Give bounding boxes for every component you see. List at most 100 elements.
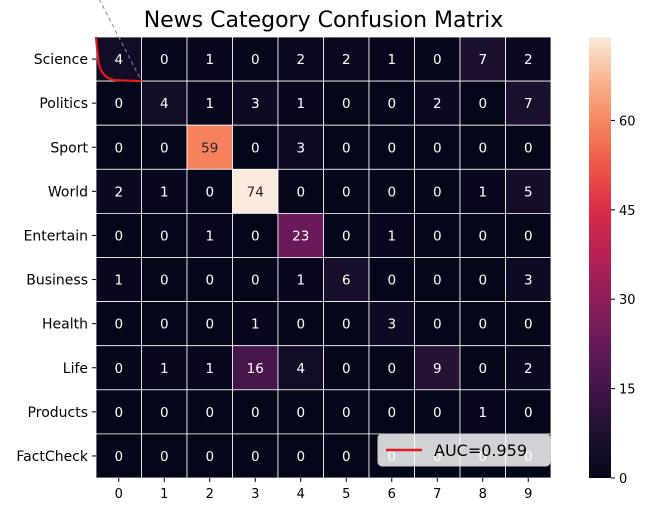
cell-value-label: 0 xyxy=(478,317,487,333)
heatmap-cell xyxy=(186,124,233,170)
heatmap-cell xyxy=(141,345,188,391)
heatmap-cell xyxy=(368,212,415,258)
cell-value-label: 0 xyxy=(205,184,214,200)
heatmap-cell xyxy=(368,345,415,391)
cell-value-label: 0 xyxy=(114,317,123,333)
heatmap-cell xyxy=(186,389,233,435)
cell-value-label: 0 xyxy=(114,140,123,156)
colorbar-tick-label: 60 xyxy=(619,114,636,129)
cell-value-label: 1 xyxy=(296,96,305,112)
cell-value-label: 0 xyxy=(342,184,351,200)
legend-label: AUC=0.959 xyxy=(434,441,527,460)
chart-title: News Category Confusion Matrix xyxy=(144,8,504,33)
heatmap-cell xyxy=(323,36,370,82)
cell-value-label: 0 xyxy=(478,140,487,156)
cell-value-label: 0 xyxy=(296,405,305,421)
cell-value-label: 2 xyxy=(296,52,305,68)
y-tick-label: Science xyxy=(34,52,88,68)
row-labels: Science Politics Sport World Entertain Busine… xyxy=(16,52,96,465)
heatmap-cell xyxy=(95,301,142,347)
heatmap-cell xyxy=(323,345,370,391)
cell-value-label: 1 xyxy=(114,273,123,289)
heatmap-cell xyxy=(368,301,415,347)
cell-value-label: 3 xyxy=(387,317,396,333)
heatmap-cell xyxy=(459,212,506,258)
cell-value-label: 2 xyxy=(114,184,123,200)
cell-value-label: 0 xyxy=(524,317,533,333)
cell-value-label: 0 xyxy=(160,228,169,244)
heatmap-cell xyxy=(277,124,324,170)
cell-value-label: 0 xyxy=(205,273,214,289)
cell-value-label: 0 xyxy=(160,317,169,333)
cell-value-label: 74 xyxy=(247,184,264,200)
cell-value-label: 0 xyxy=(342,96,351,112)
cell-value-label: 0 xyxy=(387,273,396,289)
heatmap-cell xyxy=(414,345,461,391)
cell-value-label: 1 xyxy=(205,96,214,112)
heatmap-cell xyxy=(414,301,461,347)
heatmap-cell xyxy=(505,36,552,82)
cell-value-label: 9 xyxy=(433,361,442,377)
y-tick-label: Entertain xyxy=(24,228,88,244)
heatmap-cell xyxy=(232,80,279,126)
colorbar-tick-label: 30 xyxy=(619,293,636,308)
cell-value-label: 0 xyxy=(342,361,351,377)
heatmap-cell xyxy=(505,80,552,126)
heatmap-cell xyxy=(459,124,506,170)
y-tick-label: Sport xyxy=(50,140,88,156)
cell-value-label: 4 xyxy=(160,96,169,112)
heatmap-cell xyxy=(141,389,188,435)
cell-value-label: 0 xyxy=(205,317,214,333)
cell-value-label: 0 xyxy=(387,96,396,112)
y-tick-label: Business xyxy=(26,273,88,289)
heatmap-cell xyxy=(414,124,461,170)
cell-value-label: 1 xyxy=(251,317,260,333)
cell-value-label: 0 xyxy=(114,228,123,244)
cell-value-label: 0 xyxy=(478,361,487,377)
heatmap-cell xyxy=(459,257,506,302)
cell-value-label: 0 xyxy=(387,184,396,200)
legend: AUC=0.959 xyxy=(377,433,551,467)
x-tick-label: 5 xyxy=(342,487,350,502)
cell-value-label: 0 xyxy=(433,273,442,289)
heatmap-cell xyxy=(232,433,279,479)
cell-value-label: 0 xyxy=(342,140,351,156)
heatmap-cell xyxy=(505,389,552,435)
cell-value-label: 0 xyxy=(160,273,169,289)
heatmap-cell xyxy=(95,168,142,214)
cell-value-label: 0 xyxy=(205,405,214,421)
cell-value-label: 0 xyxy=(478,273,487,289)
heatmap-cells: 4 0 1 0 2 2 1 0 7 20 4 1 3 1 0 0 2 0 70 0 59 0 3 0 0 0 0 02 1 0 74 0 0 0 0… xyxy=(95,36,552,479)
cell-value-label: 2 xyxy=(342,52,351,68)
cell-value-label: 0 xyxy=(114,405,123,421)
cell-value-label: 7 xyxy=(478,52,487,68)
heatmap-cell xyxy=(232,345,279,391)
x-tick-label: 0 xyxy=(115,487,123,502)
cell-value-label: 0 xyxy=(433,317,442,333)
colorbar-tick-label: 15 xyxy=(619,383,636,398)
cell-value-label: 0 xyxy=(478,96,487,112)
heatmap-cell xyxy=(368,389,415,435)
y-tick-label: Health xyxy=(42,317,88,333)
heatmap-cell xyxy=(186,257,233,302)
cell-value-label: 0 xyxy=(205,449,214,465)
heatmap-cell xyxy=(277,212,324,258)
heatmap-cell xyxy=(232,389,279,435)
cell-value-label: 1 xyxy=(387,228,396,244)
heatmap-cell xyxy=(323,433,370,479)
heatmap-cell xyxy=(459,345,506,391)
cell-value-label: 0 xyxy=(433,228,442,244)
cell-value-label: 0 xyxy=(160,405,169,421)
cell-value-label: 0 xyxy=(433,405,442,421)
cell-value-label: 0 xyxy=(251,449,260,465)
colorbar-gradient xyxy=(589,37,611,478)
heatmap-cell xyxy=(232,257,279,302)
cell-value-label: 0 xyxy=(524,140,533,156)
cell-value-label: 23 xyxy=(292,228,309,244)
heatmap-cell xyxy=(459,389,506,435)
heatmap-cell xyxy=(414,36,461,82)
roc-diagonal xyxy=(99,0,142,82)
cell-value-label: 0 xyxy=(114,96,123,112)
colorbar: 0 15 30 45 60 xyxy=(589,37,636,487)
